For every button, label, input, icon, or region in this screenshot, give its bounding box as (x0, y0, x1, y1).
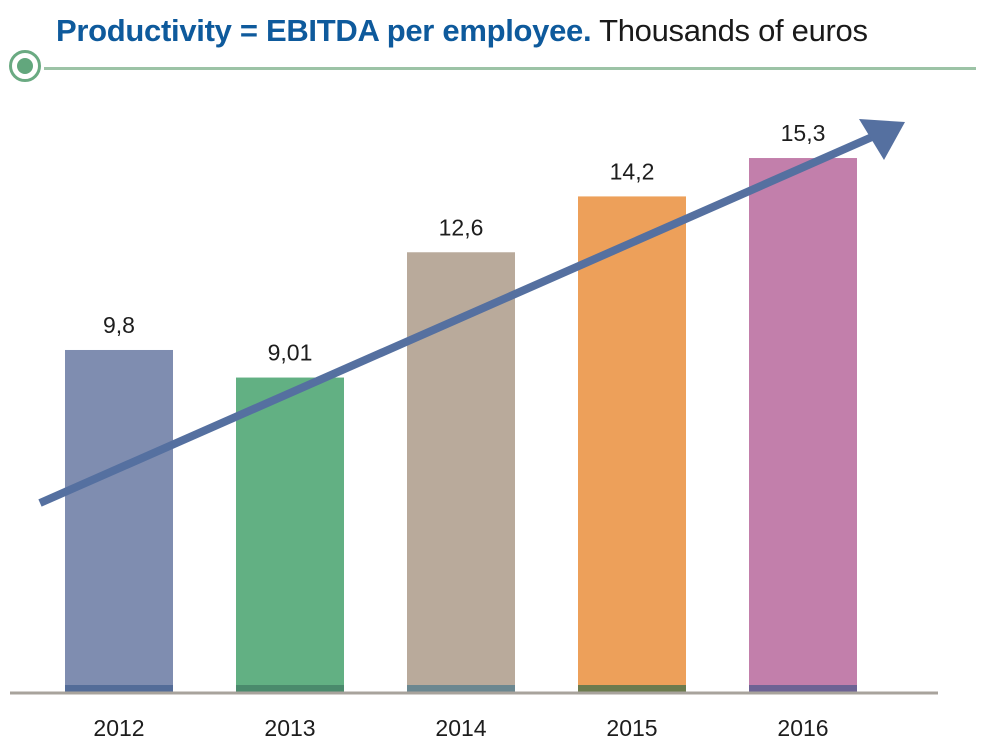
chart-title: Productivity = EBITDA per employee. Thou… (56, 13, 868, 49)
value-label-2015: 14,2 (610, 158, 655, 184)
bars-group (65, 158, 857, 693)
chart-title-main: Productivity = EBITDA per employee. (56, 13, 592, 48)
trend-arrow-shaft (38, 133, 874, 507)
value-label-2012: 9,8 (103, 312, 135, 338)
category-label-2013: 2013 (264, 715, 315, 741)
value-label-2014: 12,6 (439, 214, 484, 240)
bar-2013 (236, 377, 344, 692)
trend-arrow-group (38, 119, 905, 507)
category-label-2012: 2012 (93, 715, 144, 741)
section-marker-dot (17, 58, 33, 74)
chart-title-unit: Thousands of euros (599, 13, 868, 48)
bar-base-strip-2013 (236, 685, 344, 692)
category-label-2014: 2014 (435, 715, 486, 741)
bar-base-strip-2016 (749, 685, 857, 692)
bar-2015 (578, 196, 686, 693)
value-label-2013: 9,01 (268, 340, 313, 366)
header-divider (44, 67, 976, 70)
bar-2012 (65, 349, 173, 692)
bar-2014 (407, 252, 515, 692)
value-label-2016: 15,3 (781, 120, 826, 146)
bar-base-strip-2012 (65, 685, 173, 692)
bar-2016 (749, 158, 857, 692)
category-label-2015: 2015 (606, 715, 657, 741)
bar-base-strip-2015 (578, 685, 686, 692)
bar-base-strip-2014 (407, 685, 515, 692)
category-labels-group: 2012 2013 2014 2015 2016 (93, 715, 828, 741)
section-marker-icon (9, 50, 41, 82)
trend-arrow-head-icon (859, 119, 905, 160)
category-label-2016: 2016 (777, 715, 828, 741)
value-labels-group: 9,8 9,01 12,6 14,2 15,3 (103, 120, 825, 366)
